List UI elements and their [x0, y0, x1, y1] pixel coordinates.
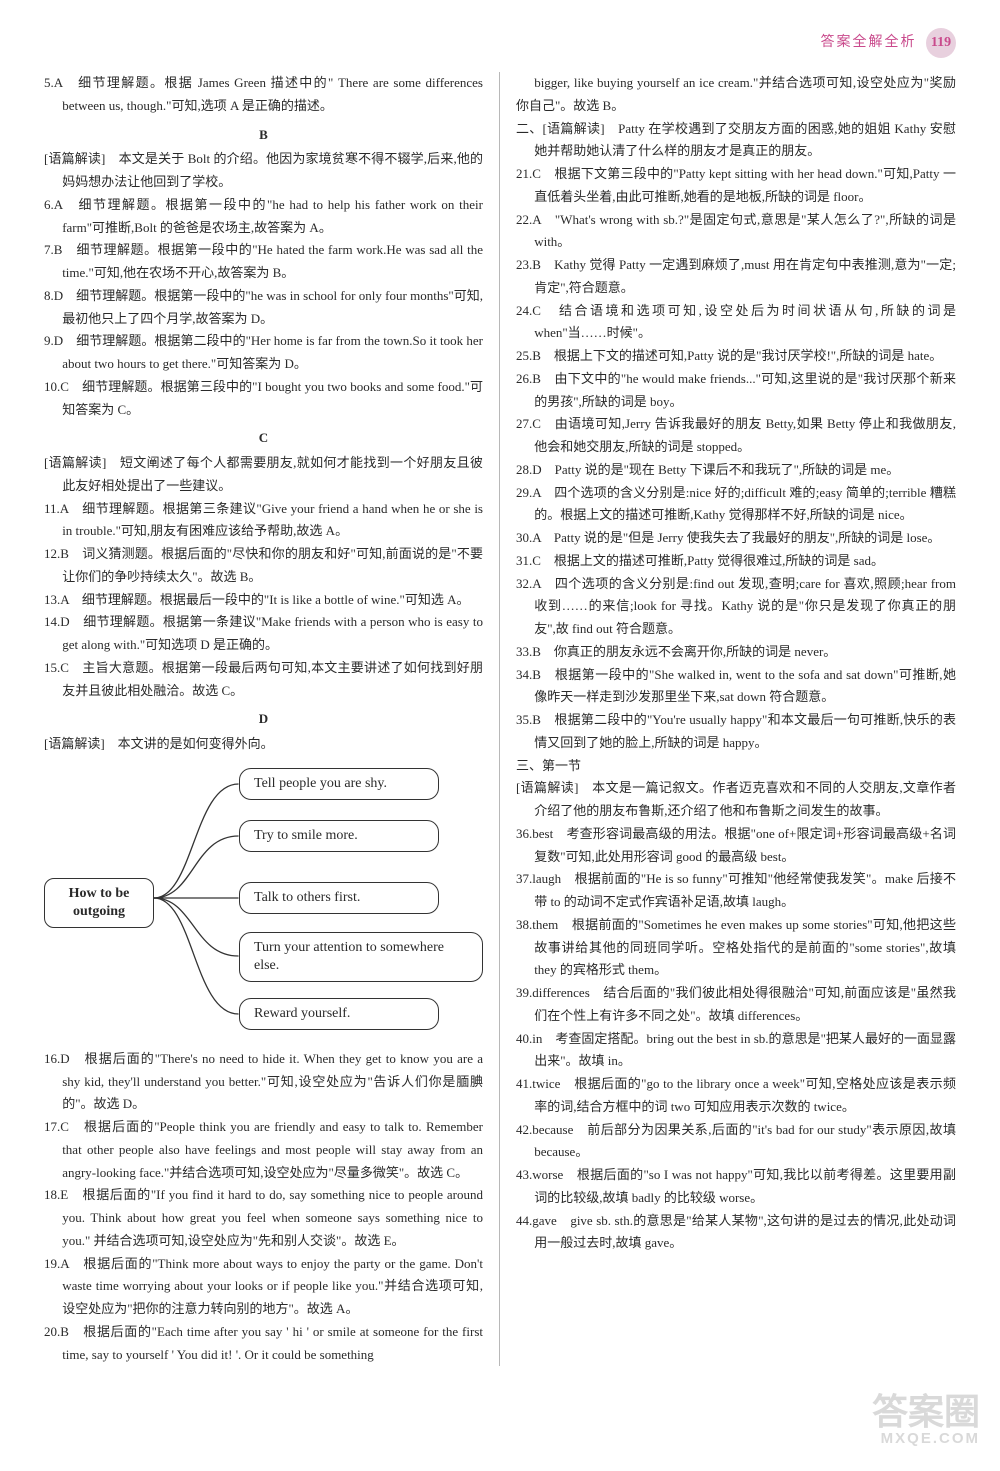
item-20-cont: bigger, like buying yourself an ice crea…	[516, 72, 956, 118]
item-36: 36.best 考查形容词最高级的用法。根据"one of+限定词+形容词最高级…	[516, 823, 956, 869]
item-19: 19.A 根据后面的"Think more about ways to enjo…	[44, 1253, 483, 1321]
item-22: 22.A "What's wrong with sb.?"是固定句式,意思是"某…	[516, 209, 956, 255]
item-25: 25.B 根据上下文的描述可知,Patty 说的是"我讨厌学校!",所缺的词是 …	[516, 345, 956, 368]
passage-c-intro: [语篇解读] 短文阐述了每个人都需要朋友,就如何才能找到一个好朋友且彼此友好相处…	[44, 452, 483, 498]
section-2-intro: 二、[语篇解读] Patty 在学校遇到了交朋友方面的困惑,她的姐姐 Kathy…	[516, 118, 956, 164]
section-c: C	[44, 427, 483, 450]
item-34: 34.B 根据第一段中的"She walked in, went to the …	[516, 664, 956, 710]
item-30: 30.A Patty 说的是"但是 Jerry 使我失去了我最好的朋友",所缺的…	[516, 527, 956, 550]
item-35: 35.B 根据第二段中的"You're usually happy"和本文最后一…	[516, 709, 956, 755]
item-15: 15.C 主旨大意题。根据第一段最后两句可知,本文主要讲述了如何找到好朋友并且彼…	[44, 657, 483, 703]
diagram-leaf-3: Talk to others first.	[239, 882, 439, 914]
header-label: 答案全解全析	[821, 35, 917, 50]
diagram-leaf-4: Turn your attention to somewhere else.	[239, 932, 483, 982]
page-header: 答案全解全析 119	[44, 28, 956, 58]
item-14: 14.D 细节理解题。根据第一条建议"Make friends with a p…	[44, 611, 483, 657]
item-40: 40.in 考查固定搭配。bring out the best in sb.的意…	[516, 1028, 956, 1074]
section-b: B	[44, 124, 483, 147]
item-43: 43.worse 根据后面的"so I was not happy"可知,我比以…	[516, 1164, 956, 1210]
diagram-leaf-1: Tell people you are shy.	[239, 768, 439, 800]
item-39: 39.differences 结合后面的"我们彼此相处得很融洽"可知,前面应该是…	[516, 982, 956, 1028]
diagram-leaf-5: Reward yourself.	[239, 998, 439, 1030]
item-44: 44.gave give sb. sth.的意思是"给某人某物",这句讲的是过去…	[516, 1210, 956, 1256]
item-6: 6.A 细节理解题。根据第一段中的"he had to help his fat…	[44, 194, 483, 240]
item-33: 33.B 你真正的朋友永远不会离开你,所缺的词是 never。	[516, 641, 956, 664]
diagram-leaf-2: Try to smile more.	[239, 820, 439, 852]
item-16: 16.D 根据后面的"There's no need to hide it. W…	[44, 1048, 483, 1116]
item-42: 42.because 前后部分为因果关系,后面的"it's bad for ou…	[516, 1119, 956, 1165]
item-24: 24.C 结合语境和选项可知,设空处后为时间状语从句,所缺的词是 when"当……	[516, 300, 956, 346]
item-9: 9.D 细节理解题。根据第二段中的"Her home is far from t…	[44, 330, 483, 376]
item-20: 20.B 根据后面的"Each time after you say ' hi …	[44, 1321, 483, 1367]
item-23: 23.B Kathy 觉得 Patty 一定遇到麻烦了,must 用在肯定句中表…	[516, 254, 956, 300]
item-28: 28.D Patty 说的是"现在 Betty 下课后不和我玩了",所缺的词是 …	[516, 459, 956, 482]
left-column: 5.A 细节理解题。根据 James Green 描述中的" There are…	[44, 72, 500, 1366]
item-21: 21.C 根据下文第三段中的"Patty kept sitting with h…	[516, 163, 956, 209]
item-7: 7.B 细节理解题。根据第一段中的"He hated the farm work…	[44, 239, 483, 285]
section-d: D	[44, 708, 483, 731]
item-18: 18.E 根据后面的"If you find it hard to do, sa…	[44, 1184, 483, 1252]
item-26: 26.B 由下文中的"he would make friends..."可知,这…	[516, 368, 956, 414]
watermark: 答案圈MXQE.COM	[872, 1393, 980, 1447]
two-column-layout: 5.A 细节理解题。根据 James Green 描述中的" There are…	[44, 72, 956, 1366]
section-3-header: 三、第一节	[516, 755, 956, 778]
item-38: 38.them 根据前面的"Sometimes he even makes up…	[516, 914, 956, 982]
page-number: 119	[926, 28, 956, 58]
item-27: 27.C 由语境可知,Jerry 告诉我最好的朋友 Betty,如果 Betty…	[516, 413, 956, 459]
item-32: 32.A 四个选项的含义分别是:find out 发现,查明;care for …	[516, 573, 956, 641]
item-12: 12.B 词义猜测题。根据后面的"尽快和你的朋友和好"可知,前面说的是"不要让你…	[44, 543, 483, 589]
item-37: 37.laugh 根据前面的"He is so funny"可推知"他经常使我发…	[516, 868, 956, 914]
item-13: 13.A 细节理解题。根据最后一段中的"It is like a bottle …	[44, 589, 483, 612]
item-5: 5.A 细节理解题。根据 James Green 描述中的" There are…	[44, 72, 483, 118]
outgoing-diagram: How to be outgoing Tell people you are s…	[44, 766, 483, 1036]
item-29: 29.A 四个选项的含义分别是:nice 好的;difficult 难的;eas…	[516, 482, 956, 528]
right-column: bigger, like buying yourself an ice crea…	[500, 72, 956, 1366]
passage-d-intro: [语篇解读] 本文讲的是如何变得外向。	[44, 733, 483, 756]
passage-b-intro: [语篇解读] 本文是关于 Bolt 的介绍。他因为家境贫寒不得不辍学,后来,他的…	[44, 148, 483, 194]
diagram-hub: How to be outgoing	[44, 878, 154, 928]
item-17: 17.C 根据后面的"People think you are friendly…	[44, 1116, 483, 1184]
item-10: 10.C 细节理解题。根据第三段中的"I bought you two book…	[44, 376, 483, 422]
item-31: 31.C 根据上文的描述可推断,Patty 觉得很难过,所缺的词是 sad。	[516, 550, 956, 573]
section-3-intro: [语篇解读] 本文是一篇记叙文。作者迈克喜欢和不同的人交朋友,文章作者介绍了他的…	[516, 777, 956, 823]
item-41: 41.twice 根据后面的"go to the library once a …	[516, 1073, 956, 1119]
item-8: 8.D 细节理解题。根据第一段中的"he was in school for o…	[44, 285, 483, 331]
item-11: 11.A 细节理解题。根据第三条建议"Give your friend a ha…	[44, 498, 483, 544]
